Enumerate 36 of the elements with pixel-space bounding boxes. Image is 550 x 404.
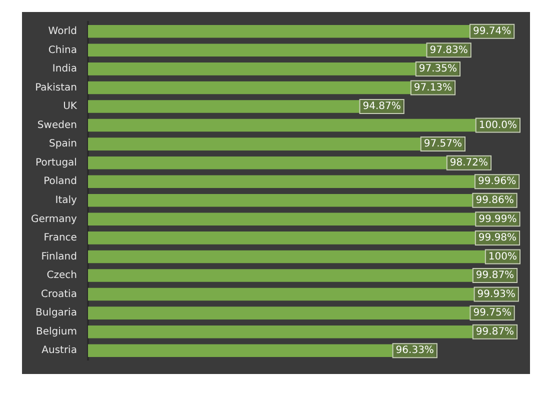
y-tick-label: Bulgaria xyxy=(35,308,77,319)
data-label: 100% xyxy=(488,251,517,262)
y-tick-label: Pakistan xyxy=(35,82,77,94)
y-tick-label: China xyxy=(48,44,77,56)
data-label: 99.93% xyxy=(477,288,516,300)
y-tick-label: India xyxy=(52,64,77,75)
data-label: 94.87% xyxy=(362,101,401,112)
data-label: 97.13% xyxy=(414,82,452,94)
y-tick-label: Austria xyxy=(42,345,77,356)
data-label: 99.99% xyxy=(478,214,517,225)
y-tick-label: Belgium xyxy=(36,326,77,338)
y-tick-label: Czech xyxy=(46,270,77,282)
y-tick-label: Sweden xyxy=(37,120,77,131)
y-tick-label: Portugal xyxy=(36,157,77,168)
data-label: 99.75% xyxy=(473,308,512,319)
y-tick-label: Italy xyxy=(55,194,78,206)
data-label: 99.87% xyxy=(476,326,514,338)
data-label: 97.83% xyxy=(430,44,468,56)
y-tick-label: France xyxy=(44,232,77,244)
data-label: 99.86% xyxy=(476,194,514,206)
y-tick-label: Spain xyxy=(49,138,77,150)
data-label: 96.33% xyxy=(396,345,434,356)
y-tick-label: Germany xyxy=(30,214,78,225)
y-tick-label: World xyxy=(48,26,77,37)
y-tick-label: Finland xyxy=(41,251,77,262)
y-tick-label: UK xyxy=(63,101,78,112)
data-label: 97.35% xyxy=(418,64,458,75)
y-tick-label: Poland xyxy=(44,176,77,188)
y-tick-label: Croatia xyxy=(41,288,77,300)
data-label: 99.87% xyxy=(476,270,514,282)
data-label: 99.74% xyxy=(472,26,512,37)
data-label: 100.0% xyxy=(478,120,518,131)
data-label: 97.57% xyxy=(424,138,462,150)
data-label: 99.98% xyxy=(478,232,517,244)
data-label: 99.96% xyxy=(478,176,516,188)
data-label: 98.72% xyxy=(450,157,488,168)
